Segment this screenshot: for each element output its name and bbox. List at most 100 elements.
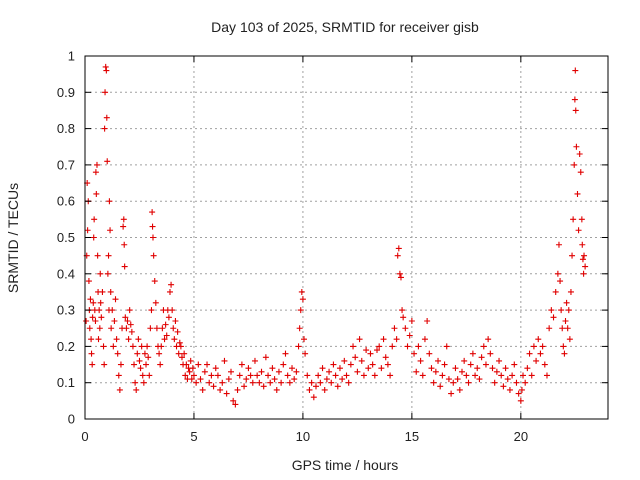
data-point — [330, 361, 337, 368]
data-point — [280, 361, 287, 368]
data-point — [382, 354, 389, 361]
data-point — [121, 263, 128, 270]
data-point — [181, 350, 188, 357]
data-point — [319, 365, 326, 372]
data-point — [522, 379, 529, 386]
data-point — [223, 390, 230, 397]
data-point — [147, 325, 154, 332]
data-point — [158, 343, 165, 350]
data-point — [83, 317, 90, 324]
x-tick-label: 0 — [81, 429, 88, 444]
data-point — [559, 325, 566, 332]
y-tick-label: 0.1 — [57, 375, 75, 390]
data-point — [579, 256, 586, 263]
data-point — [304, 372, 311, 379]
data-point — [564, 325, 571, 332]
y-tick-label: 0.3 — [57, 303, 75, 318]
data-point — [413, 368, 420, 375]
data-point — [571, 161, 578, 168]
data-point — [124, 317, 131, 324]
data-point — [188, 376, 195, 383]
data-point — [301, 336, 308, 343]
data-point — [267, 379, 274, 386]
data-point — [104, 158, 111, 165]
data-point — [565, 307, 572, 314]
data-point — [426, 350, 433, 357]
data-point — [163, 332, 170, 339]
chart-title: Day 103 of 2025, SRMTID for receiver gis… — [211, 19, 479, 35]
data-point — [177, 343, 184, 350]
data-point — [448, 390, 455, 397]
data-point — [493, 368, 500, 375]
data-point — [286, 379, 293, 386]
data-point — [437, 383, 444, 390]
data-point — [476, 376, 483, 383]
data-point — [504, 376, 511, 383]
data-point — [149, 209, 156, 216]
data-point — [112, 296, 119, 303]
data-point — [144, 343, 151, 350]
data-point — [162, 321, 169, 328]
data-point — [149, 234, 156, 241]
data-point — [178, 354, 185, 361]
data-point — [502, 365, 509, 372]
data-point — [472, 372, 479, 379]
y-tick-label: 0 — [68, 412, 75, 427]
data-point — [560, 343, 567, 350]
data-point — [530, 343, 537, 350]
data-point — [90, 299, 97, 306]
data-points — [83, 63, 589, 408]
x-tick-label: 20 — [514, 429, 528, 444]
data-point — [166, 288, 173, 295]
data-point — [278, 379, 285, 386]
data-point — [137, 365, 144, 372]
data-point — [570, 216, 577, 223]
data-point — [480, 343, 487, 350]
data-point — [206, 379, 213, 386]
data-point — [419, 372, 426, 379]
data-point — [87, 296, 94, 303]
data-point — [566, 336, 573, 343]
data-point — [232, 401, 239, 408]
data-point — [343, 372, 350, 379]
data-point — [193, 379, 200, 386]
data-point — [169, 307, 176, 314]
data-point — [387, 372, 394, 379]
data-point — [430, 379, 437, 386]
data-point — [291, 376, 298, 383]
data-point — [363, 347, 370, 354]
data-point — [395, 245, 402, 252]
data-point — [275, 368, 282, 375]
data-point — [111, 317, 118, 324]
data-point — [575, 227, 582, 234]
data-point — [456, 386, 463, 393]
data-point — [148, 307, 155, 314]
data-point — [95, 336, 102, 343]
data-point — [411, 350, 418, 357]
data-point — [435, 357, 442, 364]
y-tick-label: 0.4 — [57, 266, 75, 281]
data-point — [347, 361, 354, 368]
data-point — [506, 386, 513, 393]
data-point — [133, 386, 140, 393]
data-point — [100, 343, 107, 350]
data-point — [151, 278, 158, 285]
data-point — [539, 343, 546, 350]
data-point — [485, 336, 492, 343]
data-point — [511, 361, 518, 368]
data-point — [295, 343, 302, 350]
data-point — [491, 379, 498, 386]
data-point — [365, 365, 372, 372]
data-point — [576, 151, 583, 158]
data-point — [580, 270, 587, 277]
data-point — [535, 336, 542, 343]
y-tick-label: 0.5 — [57, 230, 75, 245]
data-point — [234, 386, 241, 393]
data-point — [306, 386, 313, 393]
data-point — [298, 288, 305, 295]
data-point — [210, 383, 217, 390]
data-point — [97, 270, 104, 277]
data-point — [93, 161, 100, 168]
data-point — [400, 314, 407, 321]
data-point — [571, 96, 578, 103]
